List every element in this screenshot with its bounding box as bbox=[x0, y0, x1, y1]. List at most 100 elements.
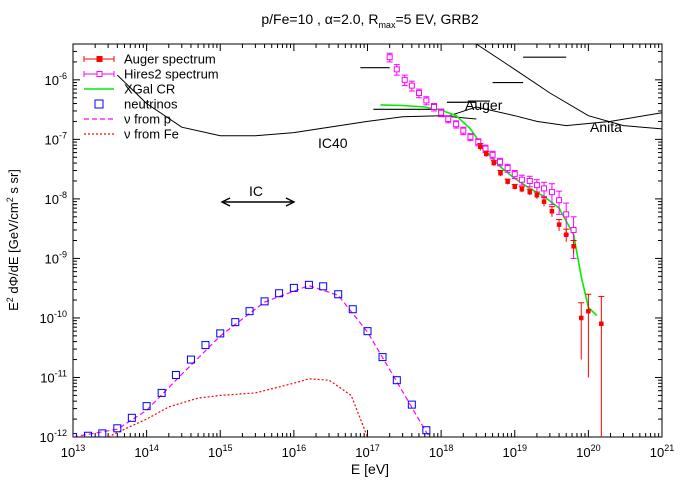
neutrino-point bbox=[304, 280, 313, 289]
legend-label: Hires2 spectrum bbox=[124, 67, 219, 82]
plot-area bbox=[73, 44, 662, 437]
neutrino-point bbox=[363, 327, 372, 336]
auger-point bbox=[491, 160, 497, 166]
neutrino-point bbox=[275, 289, 284, 298]
legend-item: ν from p bbox=[84, 112, 171, 127]
hires-point bbox=[541, 185, 548, 192]
neutrino-point bbox=[378, 353, 387, 362]
legend-item: ν from Fe bbox=[84, 127, 179, 142]
y-tick-label: 10-9 bbox=[45, 249, 67, 266]
nu-from-fe-curve bbox=[107, 378, 369, 437]
auger-point bbox=[541, 199, 547, 204]
x-tick-label: 1013 bbox=[61, 443, 85, 460]
hires-point bbox=[430, 103, 437, 110]
y-axis-label: E2 dΦ/dE [GeV/cm2 s sr] bbox=[5, 169, 21, 311]
auger-point bbox=[556, 222, 562, 227]
x-tick-label: 1021 bbox=[650, 443, 674, 460]
y-tick-label: 10-7 bbox=[45, 130, 67, 147]
hires-point bbox=[563, 211, 570, 218]
legend-item: Auger spectrum bbox=[83, 52, 216, 67]
neutrino-point bbox=[127, 413, 136, 422]
annotation-ic40: IC40 bbox=[318, 135, 348, 151]
auger-point bbox=[563, 232, 569, 237]
legend-swatch-marker bbox=[96, 71, 103, 77]
hires-point bbox=[401, 76, 408, 83]
auger-point bbox=[519, 187, 525, 192]
neutrino-point bbox=[231, 318, 240, 327]
neutrino-point bbox=[142, 402, 151, 411]
legend-label: ν from Fe bbox=[124, 127, 179, 142]
neutrino-point bbox=[186, 355, 195, 364]
auger-point bbox=[549, 209, 555, 214]
hires-point bbox=[504, 165, 511, 172]
auger-point bbox=[571, 244, 576, 249]
hires-point bbox=[482, 145, 489, 152]
auger-point bbox=[505, 179, 510, 184]
hires-point bbox=[489, 151, 496, 158]
neutrino-point bbox=[201, 341, 210, 350]
x-tick-label: 1020 bbox=[576, 443, 600, 460]
auger-point bbox=[478, 144, 483, 150]
anita-curve bbox=[476, 44, 662, 130]
auger-point bbox=[483, 151, 489, 157]
neutrino-point bbox=[260, 297, 269, 306]
auger-nu-curve bbox=[449, 106, 662, 127]
hires-point bbox=[408, 82, 415, 89]
auger-point bbox=[498, 170, 503, 176]
neutrino-point bbox=[98, 429, 107, 437]
neutrino-point bbox=[334, 290, 343, 299]
hires-point bbox=[386, 54, 393, 61]
auger-point bbox=[586, 308, 591, 314]
x-tick-label: 1018 bbox=[429, 443, 453, 460]
x-tick-label: 1015 bbox=[208, 443, 232, 460]
neutrino-point bbox=[113, 424, 122, 433]
hires-point bbox=[415, 90, 422, 97]
hires-point bbox=[423, 97, 430, 104]
hires-point bbox=[570, 227, 577, 234]
x-tick-label: 1019 bbox=[503, 443, 527, 460]
neutrino-point bbox=[245, 307, 254, 316]
hires-point bbox=[518, 176, 525, 183]
y-tick-label: 10-11 bbox=[40, 368, 67, 385]
auger-point bbox=[578, 315, 584, 321]
auger-point bbox=[534, 193, 540, 198]
legend-swatch-marker bbox=[94, 99, 104, 109]
ic40-curve bbox=[116, 74, 477, 137]
auger-point bbox=[599, 321, 604, 326]
x-tick-label: 1014 bbox=[134, 443, 158, 460]
annotation-anita: Anita bbox=[590, 119, 622, 135]
auger-point bbox=[527, 189, 533, 195]
hires-point bbox=[548, 189, 555, 196]
y-tick-label: 10-10 bbox=[40, 309, 67, 326]
legend-label: ν from p bbox=[124, 112, 171, 127]
legend-item: Hires2 spectrum bbox=[83, 67, 219, 82]
y-tick-label: 10-12 bbox=[40, 428, 67, 445]
neutrino-point bbox=[319, 282, 328, 291]
hires-point bbox=[460, 127, 467, 134]
hires-point bbox=[511, 171, 518, 178]
y-tick-label: 10-6 bbox=[45, 71, 67, 88]
neutrino-point bbox=[171, 371, 180, 380]
annotation-ic: IC bbox=[249, 183, 263, 199]
x-axis-label: E [eV] bbox=[351, 461, 389, 477]
legend-swatch-marker bbox=[96, 56, 103, 62]
hires-point bbox=[453, 121, 460, 128]
legend-item: neutrinos bbox=[94, 97, 178, 112]
hires-point bbox=[438, 109, 445, 116]
x-tick-label: 1016 bbox=[282, 443, 306, 460]
legend-item: XGal CR bbox=[84, 82, 175, 97]
hires-point bbox=[467, 133, 474, 140]
nu-from-p-curve bbox=[73, 284, 431, 437]
annotation-auger: Auger bbox=[465, 97, 503, 113]
neutrino-point bbox=[157, 388, 166, 397]
hires-point bbox=[496, 158, 503, 165]
x-tick-labels: 1013 1014 1015 1016 1017 1018 1019 1020 1021 bbox=[61, 443, 674, 460]
auger-point bbox=[512, 184, 517, 189]
hires-point bbox=[526, 177, 533, 184]
chart-title: p/Fe=10 , α=2.0, Rmax=5 EV, GRB2 bbox=[261, 11, 478, 30]
hires-point bbox=[533, 182, 540, 189]
ic-range-arrow bbox=[220, 197, 296, 207]
legend-label: neutrinos bbox=[124, 97, 178, 112]
